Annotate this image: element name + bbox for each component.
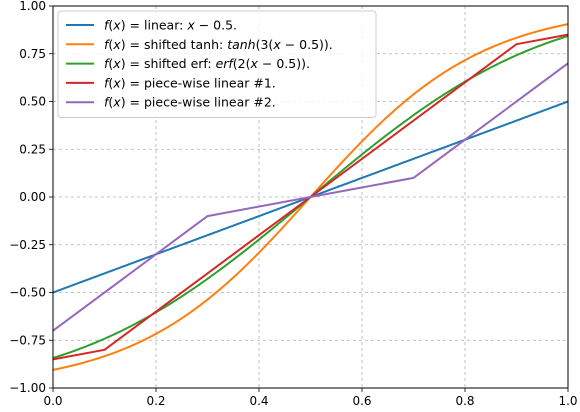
legend-label-1: f(x) = linear: x − 0.5. [104,18,237,33]
legend-label-3: f(x) = shifted erf: erf(2(x − 0.5)). [104,56,310,71]
y-tick-label: −0.25 [9,238,46,252]
legend: f(x) = linear: x − 0.5. f(x) = shifted ta… [57,10,377,118]
legend-label-5: f(x) = piece-wise linear #2. [104,95,276,110]
x-tick-label: 0.6 [352,394,371,408]
y-tick-label: −1.00 [9,381,46,395]
y-tick-label: 0.50 [19,95,46,109]
x-tick-label: 1.0 [558,394,577,408]
x-tick-label: 0.2 [146,394,165,408]
y-tick-label: −0.75 [9,333,46,347]
series-lines [52,23,569,371]
x-tick-label: 0.0 [43,394,62,408]
y-tick-label: −0.50 [9,286,46,300]
y-tick-label: 0.75 [19,47,46,61]
x-tick-label: 0.4 [249,394,268,408]
legend-label-2: f(x) = shifted tanh: tanh(3(x − 0.5)). [104,37,333,52]
y-tick-label: 1.00 [19,0,46,13]
y-axis: 1.00 0.75 0.50 0.25 0.00 −0.25 −0.50 −0.75 −1.00 [9,0,53,395]
legend-box [57,10,377,118]
y-tick-label: 0.00 [19,190,46,204]
series-line-5 [52,62,569,332]
y-tick-label: 0.25 [19,142,46,156]
x-axis: 0.0 0.2 0.4 0.6 0.8 1.0 [43,388,578,408]
legend-label-4: f(x) = piece-wise linear #1. [104,75,276,90]
x-tick-label: 0.8 [455,394,474,408]
